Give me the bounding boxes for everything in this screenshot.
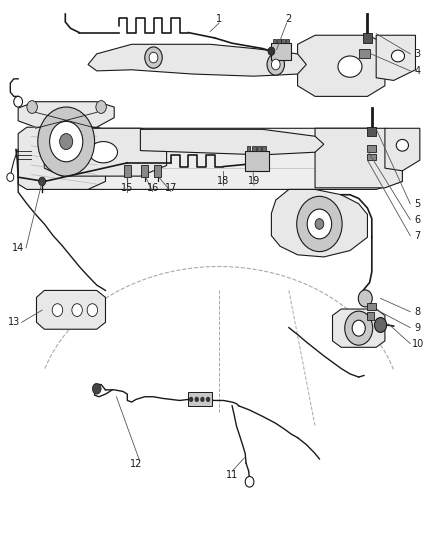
- FancyBboxPatch shape: [363, 33, 372, 43]
- FancyBboxPatch shape: [247, 146, 251, 151]
- Circle shape: [358, 290, 372, 307]
- Text: 16: 16: [146, 183, 159, 193]
- Circle shape: [200, 397, 205, 402]
- Polygon shape: [272, 189, 367, 257]
- FancyBboxPatch shape: [277, 39, 281, 43]
- Text: 7: 7: [414, 231, 421, 241]
- Circle shape: [92, 383, 101, 394]
- Text: 2: 2: [286, 14, 292, 25]
- Text: 13: 13: [8, 317, 20, 327]
- Circle shape: [345, 311, 373, 345]
- Polygon shape: [18, 127, 132, 189]
- Circle shape: [7, 173, 14, 181]
- Circle shape: [145, 47, 162, 68]
- FancyBboxPatch shape: [272, 43, 291, 60]
- Text: 14: 14: [12, 243, 24, 253]
- Circle shape: [268, 47, 275, 55]
- Text: 1: 1: [216, 14, 222, 25]
- Circle shape: [245, 477, 254, 487]
- Circle shape: [72, 304, 82, 317]
- Ellipse shape: [89, 142, 117, 163]
- Text: 17: 17: [165, 183, 177, 193]
- Circle shape: [315, 219, 324, 229]
- Text: 11: 11: [226, 470, 238, 480]
- Text: 5: 5: [414, 199, 421, 209]
- Circle shape: [149, 52, 158, 63]
- Circle shape: [27, 101, 37, 114]
- Polygon shape: [332, 309, 385, 348]
- Text: 12: 12: [130, 459, 142, 469]
- Circle shape: [307, 209, 332, 239]
- Circle shape: [87, 304, 98, 317]
- Circle shape: [189, 397, 193, 402]
- Circle shape: [206, 397, 210, 402]
- Circle shape: [374, 318, 387, 333]
- Text: 4: 4: [415, 66, 421, 76]
- FancyBboxPatch shape: [273, 39, 276, 43]
- Ellipse shape: [392, 50, 405, 62]
- FancyBboxPatch shape: [245, 151, 269, 171]
- Circle shape: [14, 96, 22, 107]
- FancyBboxPatch shape: [359, 49, 370, 58]
- Circle shape: [52, 304, 63, 317]
- Circle shape: [352, 320, 365, 336]
- FancyBboxPatch shape: [367, 303, 376, 310]
- Text: 6: 6: [415, 215, 421, 225]
- Polygon shape: [88, 44, 306, 76]
- Text: 8: 8: [415, 306, 421, 317]
- Circle shape: [267, 54, 285, 75]
- FancyBboxPatch shape: [262, 146, 266, 151]
- Polygon shape: [297, 35, 385, 96]
- Polygon shape: [315, 128, 403, 188]
- FancyBboxPatch shape: [367, 154, 376, 160]
- FancyBboxPatch shape: [282, 39, 285, 43]
- Circle shape: [96, 101, 106, 114]
- Text: 3: 3: [415, 49, 421, 59]
- FancyBboxPatch shape: [367, 312, 374, 320]
- FancyBboxPatch shape: [367, 127, 376, 136]
- FancyBboxPatch shape: [141, 165, 148, 177]
- Polygon shape: [376, 35, 416, 80]
- Circle shape: [272, 59, 280, 70]
- Polygon shape: [44, 128, 403, 189]
- Circle shape: [39, 177, 46, 185]
- Text: 10: 10: [412, 338, 424, 349]
- Text: 19: 19: [248, 176, 260, 187]
- Text: 9: 9: [415, 322, 421, 333]
- Ellipse shape: [338, 56, 362, 77]
- FancyBboxPatch shape: [124, 165, 131, 177]
- Circle shape: [297, 196, 342, 252]
- Circle shape: [38, 107, 95, 176]
- FancyBboxPatch shape: [286, 39, 289, 43]
- Circle shape: [194, 397, 199, 402]
- Polygon shape: [141, 130, 324, 155]
- Text: 18: 18: [217, 176, 230, 187]
- Polygon shape: [36, 290, 106, 329]
- Polygon shape: [18, 102, 114, 127]
- FancyBboxPatch shape: [367, 146, 376, 152]
- FancyBboxPatch shape: [252, 146, 256, 151]
- FancyBboxPatch shape: [154, 165, 161, 177]
- FancyBboxPatch shape: [257, 146, 261, 151]
- Polygon shape: [385, 128, 420, 171]
- Polygon shape: [44, 128, 166, 176]
- Circle shape: [49, 122, 83, 162]
- Circle shape: [60, 134, 73, 150]
- Ellipse shape: [396, 140, 409, 151]
- Text: 15: 15: [121, 183, 134, 193]
- FancyBboxPatch shape: [188, 392, 212, 406]
